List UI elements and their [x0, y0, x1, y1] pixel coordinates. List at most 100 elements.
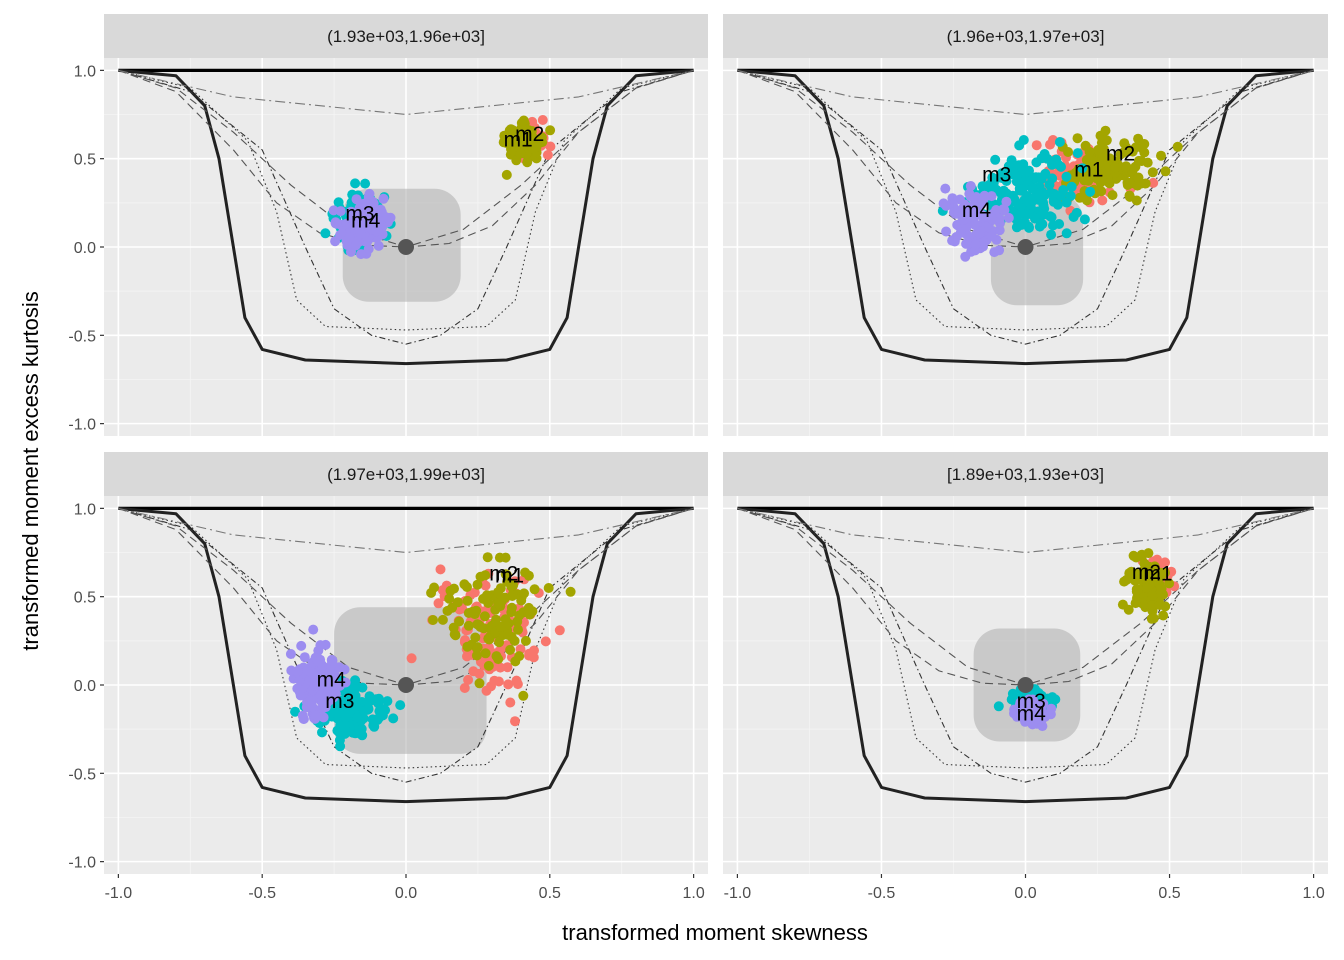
panel-strip	[723, 14, 1328, 58]
point-m4	[360, 213, 371, 224]
point-m2	[472, 579, 483, 590]
point-m4	[337, 229, 347, 240]
lower-bound-curve	[118, 506, 694, 804]
point-m1	[459, 683, 470, 693]
cluster-label-m4: m4	[351, 210, 380, 233]
point-m2	[1095, 177, 1106, 188]
point-m2	[1123, 604, 1134, 615]
reference-point	[1017, 239, 1034, 255]
chart-panels: (1.93e+03,1.96e+03]m1m2m3m4-1.0-0.50.00.…	[68, 14, 1328, 902]
point-m4	[299, 652, 310, 663]
point-m2	[531, 141, 542, 152]
x-tick-label: 1.0	[1302, 885, 1324, 902]
point-m3	[378, 704, 388, 715]
point-m2	[1172, 141, 1183, 152]
point-m4	[951, 232, 962, 242]
curve-dashdot-top-curve	[118, 69, 694, 116]
point-m2	[444, 593, 455, 604]
point-m4	[321, 698, 332, 708]
point-m1	[528, 652, 539, 663]
point-m2	[518, 115, 529, 126]
point-m4	[1046, 703, 1057, 714]
point-m2	[1160, 601, 1171, 612]
point-m2	[1082, 195, 1092, 206]
point-m3	[1045, 187, 1056, 198]
point-m3	[290, 706, 301, 717]
y-tick-label: 1.0	[74, 501, 96, 518]
point-m2	[1147, 590, 1158, 601]
point-m4	[940, 183, 951, 194]
point-m3	[1047, 692, 1058, 703]
reference-point	[398, 677, 414, 693]
data-points	[937, 125, 1183, 262]
point-m4	[298, 714, 309, 724]
point-m1	[502, 662, 513, 673]
point-m3	[1027, 183, 1038, 194]
point-m4	[987, 214, 998, 225]
panel-title: (1.96e+03,1.97e+03]	[947, 27, 1105, 46]
point-m3	[1046, 212, 1057, 223]
point-m4	[366, 224, 377, 235]
point-m2	[518, 137, 529, 148]
point-m2	[500, 614, 511, 625]
point-m1	[433, 598, 444, 609]
point-m2	[1084, 146, 1095, 157]
y-axis-title: transformed moment excess kurtosis	[18, 291, 43, 650]
y-tick-label: 0.5	[74, 590, 96, 607]
point-m2	[1088, 170, 1099, 181]
cluster-label-m3: m3	[982, 164, 1011, 187]
point-m4	[348, 219, 359, 230]
point-m3	[357, 682, 368, 693]
y-tick-label: 0.0	[74, 678, 96, 695]
cluster-label-m3: m3	[345, 202, 374, 225]
point-m4	[947, 193, 958, 204]
point-m3	[1061, 197, 1072, 208]
point-m4	[971, 207, 981, 217]
point-m3	[1018, 135, 1029, 145]
point-m2	[462, 595, 473, 606]
data-points	[993, 548, 1180, 732]
point-m2	[1128, 550, 1139, 561]
point-m3	[1054, 137, 1065, 147]
point-m2	[1139, 147, 1150, 158]
point-m3	[1077, 163, 1088, 174]
point-m1	[406, 653, 417, 664]
point-m3	[1018, 159, 1029, 170]
point-m4	[310, 710, 321, 721]
point-m4	[970, 239, 981, 250]
point-m2	[454, 616, 465, 627]
point-m4	[1030, 699, 1041, 710]
panel-title: [1.89e+03,1.93e+03]	[947, 465, 1104, 484]
point-m4	[959, 199, 970, 210]
point-m2	[493, 654, 504, 665]
point-m2	[1121, 574, 1132, 585]
point-m2	[515, 148, 526, 159]
point-m4	[998, 204, 1009, 215]
point-m4	[1032, 713, 1043, 724]
point-m2	[1133, 172, 1144, 183]
point-m3	[1061, 171, 1072, 182]
point-m3	[1017, 166, 1028, 177]
cluster-label-m2: m2	[515, 123, 544, 146]
point-m1	[1045, 139, 1055, 150]
curve-dashdot-top-curve	[118, 507, 694, 554]
x-axis-title: transformed moment skewness	[562, 920, 868, 945]
point-m4	[378, 193, 389, 204]
point-m2	[506, 607, 517, 618]
point-m4	[957, 215, 968, 225]
point-m2	[471, 650, 482, 661]
point-m3	[373, 693, 384, 704]
point-m4	[324, 678, 335, 689]
point-m2	[520, 635, 531, 646]
point-m3	[382, 696, 393, 707]
cluster-label-m4: m4	[317, 669, 346, 692]
point-m4	[309, 680, 320, 691]
cluster-label-m4: m4	[962, 199, 991, 222]
x-tick-label: 0.5	[1158, 885, 1180, 902]
point-m2	[1158, 610, 1169, 621]
point-m2	[503, 629, 513, 640]
point-m4	[351, 194, 362, 205]
boundary-curves	[737, 68, 1314, 366]
point-m2	[1121, 161, 1132, 172]
point-m2	[519, 588, 529, 599]
